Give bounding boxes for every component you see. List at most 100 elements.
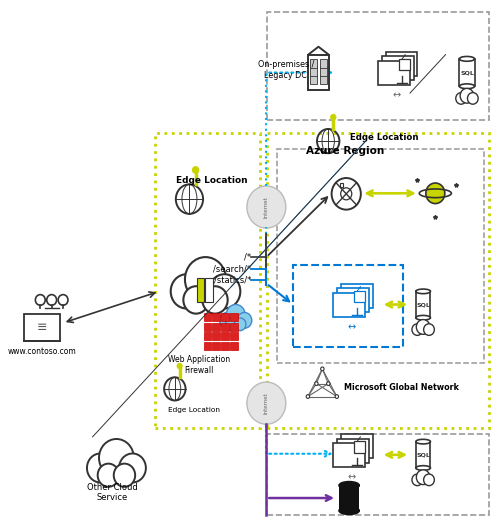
Ellipse shape (416, 439, 430, 444)
Polygon shape (310, 59, 317, 68)
Circle shape (185, 257, 226, 302)
Polygon shape (204, 332, 212, 340)
Polygon shape (308, 55, 328, 91)
Polygon shape (221, 313, 229, 321)
Circle shape (326, 382, 330, 385)
Polygon shape (310, 66, 317, 75)
Circle shape (456, 93, 466, 104)
Polygon shape (205, 278, 214, 302)
Circle shape (247, 382, 286, 424)
Circle shape (234, 318, 246, 331)
Circle shape (184, 286, 208, 314)
Polygon shape (416, 441, 430, 468)
Polygon shape (416, 292, 430, 317)
Circle shape (424, 324, 434, 335)
Polygon shape (204, 313, 212, 321)
Polygon shape (386, 52, 418, 76)
Ellipse shape (416, 466, 430, 470)
Circle shape (114, 464, 135, 487)
Circle shape (424, 474, 434, 485)
Polygon shape (204, 323, 212, 331)
Circle shape (416, 320, 430, 334)
Circle shape (202, 286, 228, 314)
Text: Edge Location: Edge Location (350, 133, 418, 142)
Text: Other Cloud
Service: Other Cloud Service (87, 483, 138, 502)
Text: Edge Location: Edge Location (176, 176, 247, 185)
Text: /*: /* (244, 253, 252, 262)
Ellipse shape (460, 57, 474, 61)
Text: Azure Region: Azure Region (306, 146, 384, 156)
Polygon shape (339, 485, 359, 511)
Text: /statics/*: /statics/* (214, 276, 252, 285)
Text: www.contoso.com: www.contoso.com (8, 348, 76, 357)
Circle shape (98, 464, 119, 487)
Text: SQL: SQL (460, 70, 474, 75)
Circle shape (208, 274, 240, 308)
Polygon shape (221, 341, 229, 350)
Circle shape (247, 186, 286, 228)
Polygon shape (340, 183, 344, 187)
Circle shape (87, 454, 114, 482)
Circle shape (237, 313, 252, 328)
Circle shape (320, 367, 324, 370)
Polygon shape (460, 59, 474, 86)
Circle shape (335, 395, 338, 399)
Polygon shape (338, 288, 369, 312)
Polygon shape (400, 59, 410, 70)
Text: ↔: ↔ (347, 472, 355, 482)
Circle shape (226, 318, 237, 331)
Text: SQL: SQL (416, 302, 430, 307)
Ellipse shape (416, 289, 430, 294)
Circle shape (412, 474, 422, 485)
Circle shape (170, 274, 202, 308)
Ellipse shape (416, 315, 430, 320)
Polygon shape (230, 341, 237, 350)
Circle shape (460, 89, 474, 103)
Circle shape (119, 454, 146, 482)
Text: /search/*: /search/* (213, 264, 252, 273)
Polygon shape (221, 323, 229, 331)
Text: Internet: Internet (264, 392, 269, 414)
Polygon shape (338, 438, 369, 463)
Polygon shape (354, 291, 365, 303)
Polygon shape (320, 66, 327, 75)
Circle shape (306, 395, 310, 399)
Circle shape (331, 114, 336, 120)
Polygon shape (204, 341, 212, 350)
Circle shape (226, 305, 245, 325)
Polygon shape (320, 59, 327, 68)
Text: ↔: ↔ (347, 322, 355, 332)
Text: ↔: ↔ (392, 90, 400, 100)
Circle shape (314, 382, 318, 385)
Polygon shape (341, 284, 372, 308)
Polygon shape (212, 341, 220, 350)
Polygon shape (212, 332, 220, 340)
Polygon shape (230, 313, 237, 321)
Polygon shape (341, 435, 372, 458)
Polygon shape (230, 332, 237, 340)
Polygon shape (378, 60, 410, 85)
Text: ≡: ≡ (36, 321, 47, 334)
Polygon shape (212, 323, 220, 331)
Circle shape (426, 183, 445, 204)
Polygon shape (24, 314, 60, 341)
Text: Web Application
Firewall: Web Application Firewall (168, 356, 230, 375)
Text: SQL: SQL (416, 452, 430, 457)
Text: On-premises /
Legacy DC: On-premises / Legacy DC (258, 60, 314, 80)
Polygon shape (197, 278, 204, 302)
Ellipse shape (460, 84, 474, 89)
Circle shape (192, 167, 198, 173)
Polygon shape (212, 313, 220, 321)
Polygon shape (382, 56, 414, 81)
Text: Edge Location: Edge Location (168, 407, 220, 413)
Circle shape (178, 364, 182, 368)
Polygon shape (310, 75, 317, 84)
Circle shape (99, 439, 134, 476)
Polygon shape (230, 323, 237, 331)
Circle shape (412, 324, 422, 335)
Polygon shape (221, 332, 229, 340)
Polygon shape (320, 75, 327, 84)
Text: Internet: Internet (264, 196, 269, 218)
Ellipse shape (339, 507, 359, 515)
Text: Microsoft Global Network: Microsoft Global Network (344, 383, 459, 392)
